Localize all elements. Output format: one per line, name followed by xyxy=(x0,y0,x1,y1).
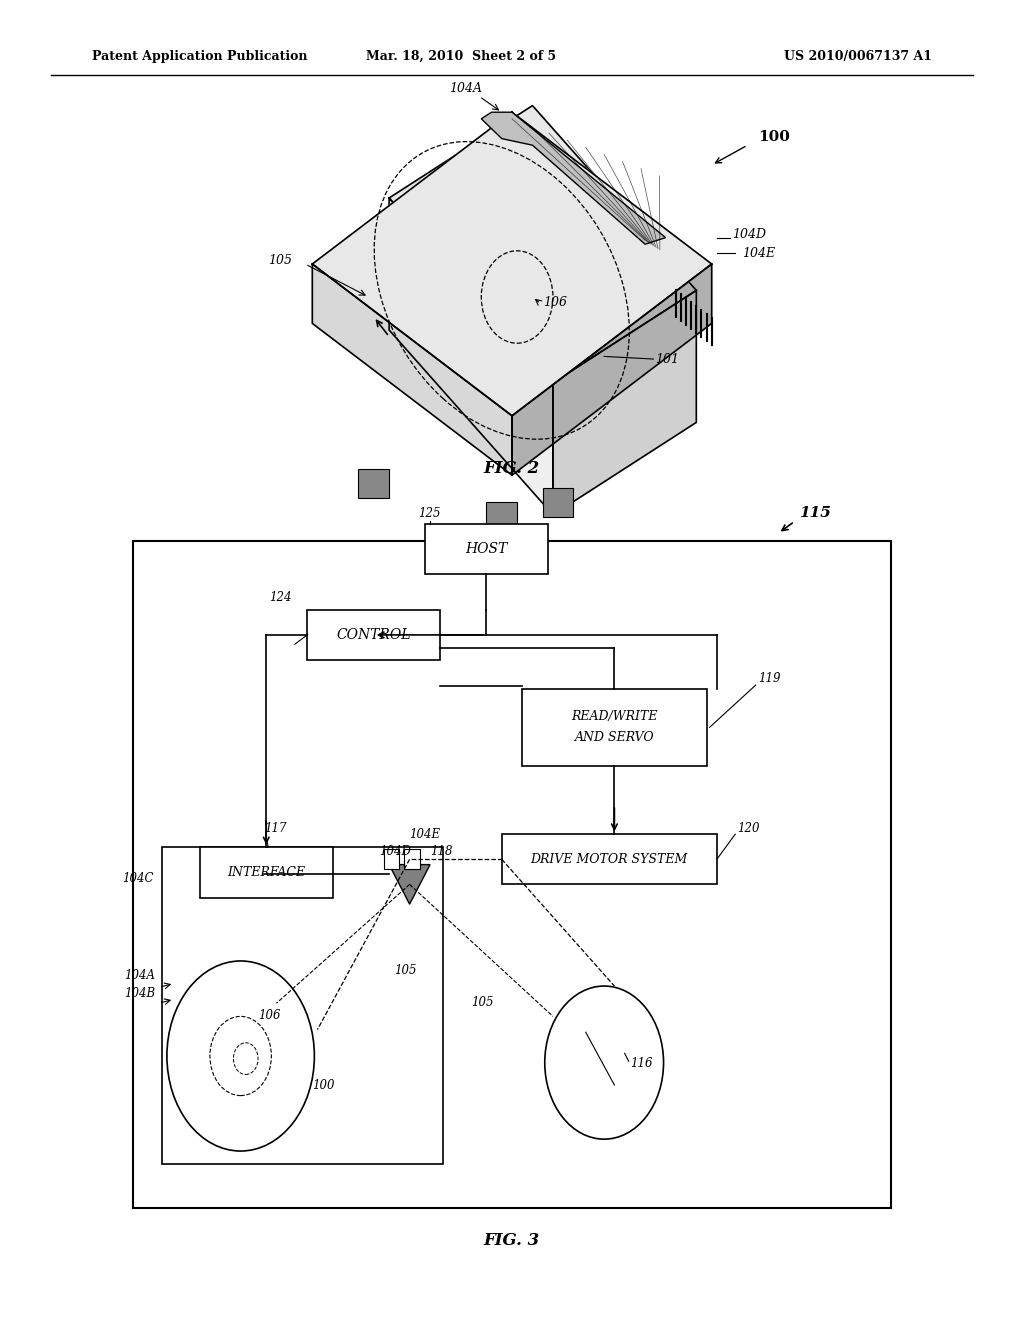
Text: 106: 106 xyxy=(543,296,566,309)
Text: 104E: 104E xyxy=(410,828,440,841)
Polygon shape xyxy=(389,198,553,515)
Text: 104C: 104C xyxy=(122,871,154,884)
Polygon shape xyxy=(389,865,430,904)
Bar xyxy=(358,469,389,498)
Text: FIG. 3: FIG. 3 xyxy=(484,1233,540,1249)
Bar xyxy=(404,849,420,869)
Text: FIG. 2: FIG. 2 xyxy=(484,461,540,477)
Text: 106: 106 xyxy=(258,1008,281,1022)
FancyBboxPatch shape xyxy=(200,847,333,898)
Text: Mar. 18, 2010  Sheet 2 of 5: Mar. 18, 2010 Sheet 2 of 5 xyxy=(366,50,556,63)
Text: 100: 100 xyxy=(758,131,790,144)
Text: INTERFACE: INTERFACE xyxy=(227,866,305,879)
Text: 104A: 104A xyxy=(125,969,156,982)
Text: 118: 118 xyxy=(430,845,453,858)
Text: 105: 105 xyxy=(394,964,417,977)
Text: 100: 100 xyxy=(312,1078,335,1092)
Text: 117: 117 xyxy=(264,821,287,834)
Text: 104D: 104D xyxy=(379,845,411,858)
FancyBboxPatch shape xyxy=(425,524,548,574)
Text: 116: 116 xyxy=(630,1056,652,1069)
Text: 105: 105 xyxy=(268,253,292,267)
Polygon shape xyxy=(481,112,666,244)
Polygon shape xyxy=(389,106,696,383)
Polygon shape xyxy=(553,290,696,515)
Text: CONTROL: CONTROL xyxy=(337,628,411,642)
Text: 115: 115 xyxy=(799,507,830,520)
Text: READ/WRITE: READ/WRITE xyxy=(571,710,657,723)
Text: AND SERVO: AND SERVO xyxy=(574,731,654,744)
Bar xyxy=(268,849,284,869)
Polygon shape xyxy=(512,264,712,475)
Text: US 2010/0067137 A1: US 2010/0067137 A1 xyxy=(783,50,932,63)
Polygon shape xyxy=(312,112,712,416)
FancyBboxPatch shape xyxy=(502,834,717,884)
Bar xyxy=(543,488,573,517)
FancyBboxPatch shape xyxy=(133,541,891,1208)
Text: 105: 105 xyxy=(471,995,494,1008)
Text: 104E: 104E xyxy=(742,247,775,260)
Text: DRIVE MOTOR SYSTEM: DRIVE MOTOR SYSTEM xyxy=(530,853,688,866)
Polygon shape xyxy=(312,264,512,475)
Text: 125: 125 xyxy=(418,507,440,520)
Text: 104A: 104A xyxy=(450,82,482,95)
FancyBboxPatch shape xyxy=(162,847,443,1164)
Text: 104D: 104D xyxy=(732,227,766,240)
Text: 119: 119 xyxy=(758,672,780,685)
Text: HOST: HOST xyxy=(465,543,508,556)
Text: Patent Application Publication: Patent Application Publication xyxy=(92,50,307,63)
Text: 101: 101 xyxy=(655,352,679,366)
Bar xyxy=(486,502,517,531)
FancyBboxPatch shape xyxy=(522,689,707,766)
Bar xyxy=(248,849,263,869)
Bar xyxy=(227,849,243,869)
Bar xyxy=(384,849,399,869)
Text: 120: 120 xyxy=(737,821,760,834)
Text: 104B: 104B xyxy=(125,986,156,999)
Text: 124: 124 xyxy=(269,590,292,603)
FancyBboxPatch shape xyxy=(307,610,440,660)
